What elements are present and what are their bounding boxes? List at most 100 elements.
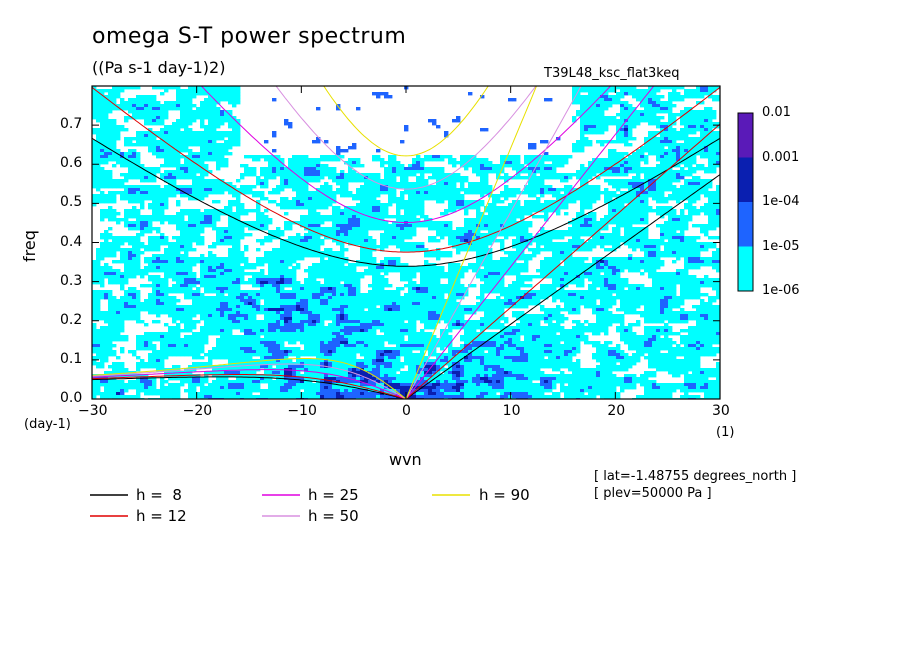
contour-cell	[708, 179, 713, 183]
contour-cell	[412, 206, 417, 210]
contour-cell	[172, 251, 177, 255]
contour-cell	[252, 158, 257, 162]
contour-cell	[104, 113, 109, 117]
contour-cell	[536, 209, 541, 213]
contour-cell	[104, 212, 109, 216]
contour-cell	[400, 239, 405, 243]
contour-cell	[200, 143, 205, 147]
contour-cell	[596, 140, 601, 144]
contour-cell	[100, 236, 105, 240]
contour-cell	[472, 185, 477, 189]
contour-cell	[396, 167, 401, 171]
contour-cell	[524, 203, 529, 207]
contour-cell	[424, 251, 429, 255]
contour-cell	[648, 146, 653, 150]
contour-cell	[196, 140, 201, 144]
contour-cell	[328, 173, 333, 177]
contour-cell	[600, 107, 605, 111]
contour-cell	[584, 95, 589, 99]
contour-cell	[340, 245, 345, 249]
contour-cell	[284, 200, 289, 204]
contour-cell	[632, 227, 637, 231]
contour-cell	[624, 116, 629, 120]
contour-cell	[628, 119, 633, 123]
contour-cell	[104, 128, 109, 132]
contour-cell	[388, 155, 393, 159]
contour-cell	[272, 173, 277, 177]
contour-cell	[112, 194, 117, 198]
contour-cell	[624, 158, 629, 162]
contour-cell	[616, 92, 621, 96]
contour-cell	[188, 170, 193, 174]
contour-cell	[680, 149, 685, 153]
contour-cell	[624, 122, 629, 126]
contour-cell	[668, 146, 673, 150]
contour-cell	[632, 116, 637, 120]
contour-cell	[180, 137, 185, 141]
contour-cell	[176, 242, 181, 246]
contour-cell	[372, 200, 377, 204]
contour-cell	[644, 167, 649, 171]
contour-cell	[464, 164, 469, 168]
contour-cell	[404, 125, 409, 129]
contour-cell	[136, 254, 141, 258]
contour-cell	[200, 179, 205, 183]
contour-cell	[308, 203, 313, 207]
contour-cell	[676, 113, 681, 117]
contour-cell	[596, 224, 601, 228]
contour-cell	[452, 230, 457, 234]
contour-cell	[300, 239, 305, 243]
contour-cell	[404, 128, 409, 132]
contour-cell	[696, 185, 701, 189]
contour-cell	[688, 251, 693, 255]
contour-cell	[220, 152, 225, 156]
contour-cell	[340, 185, 345, 189]
contour-cell	[604, 215, 609, 219]
contour-cell	[628, 167, 633, 171]
contour-cell	[348, 179, 353, 183]
contour-cell	[336, 227, 341, 231]
contour-cell	[208, 131, 213, 135]
contour-cell	[396, 185, 401, 189]
contour-cell	[524, 155, 529, 159]
contour-cell	[628, 188, 633, 192]
contour-cell	[628, 86, 633, 90]
contour-cell	[428, 221, 433, 225]
contour-cell	[372, 209, 377, 213]
contour-cell	[280, 170, 285, 174]
contour-cell	[380, 245, 385, 249]
contour-cell	[684, 173, 689, 177]
contour-cell	[396, 161, 401, 165]
contour-cell	[196, 218, 201, 222]
contour-cell	[200, 191, 205, 195]
contour-cell	[100, 128, 105, 132]
contour-cell	[588, 113, 593, 117]
contour-cell	[128, 152, 133, 156]
contour-cell	[184, 236, 189, 240]
contour-cell	[644, 113, 649, 117]
contour-cell	[176, 89, 181, 93]
contour-cell	[396, 200, 401, 204]
contour-cell	[216, 227, 221, 231]
contour-cell	[500, 161, 505, 165]
contour-cell	[180, 110, 185, 114]
contour-cell	[444, 155, 449, 159]
contour-cell	[556, 206, 561, 210]
contour-cell	[684, 161, 689, 165]
contour-cell	[244, 167, 249, 171]
contour-cell	[112, 164, 117, 168]
contour-cell	[228, 206, 233, 210]
contour-cell	[444, 131, 449, 135]
contour-cell	[100, 110, 105, 114]
contour-cell	[144, 218, 149, 222]
contour-cell	[288, 167, 293, 171]
contour-cell	[544, 140, 549, 144]
contour-cell	[664, 167, 669, 171]
contour-cell	[364, 182, 369, 186]
contour-cell	[236, 131, 241, 135]
contour-cell	[704, 89, 709, 93]
contour-cell	[684, 107, 689, 111]
contour-cell	[612, 167, 617, 171]
contour-cell	[568, 194, 573, 198]
contour-cell	[156, 131, 161, 135]
